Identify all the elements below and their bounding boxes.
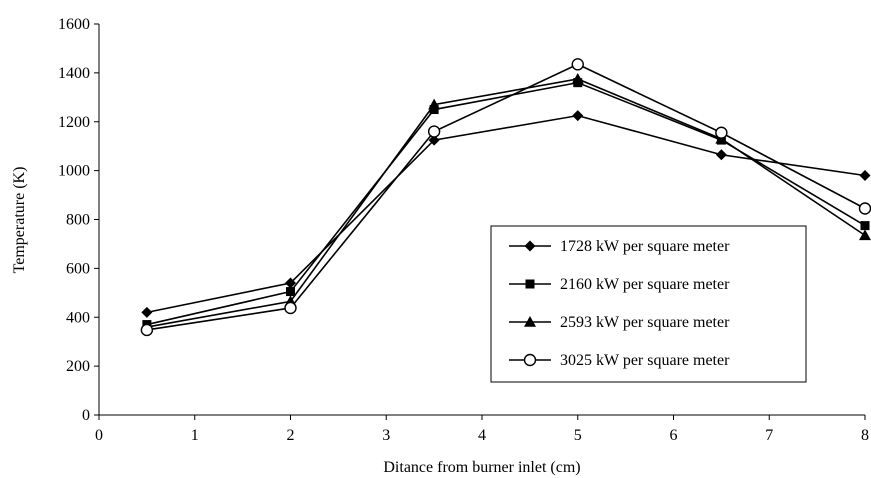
legend-label: 1728 kW per square meter — [560, 238, 730, 255]
data-point — [715, 126, 728, 139]
x-tick-label: 2 — [287, 427, 295, 444]
data-point — [286, 287, 295, 297]
data-point — [428, 134, 440, 146]
legend-entry: 2160 kW per square meter — [509, 276, 730, 293]
legend-marker — [523, 353, 537, 367]
y-tick-label: 400 — [66, 309, 90, 326]
legend-label: 2593 kW per square meter — [560, 314, 730, 331]
legend-marker — [525, 279, 535, 289]
series-4 — [140, 58, 871, 337]
data-point — [860, 221, 870, 231]
legend-entry: 1728 kW per square meter — [509, 238, 730, 255]
x-tick-label: 7 — [765, 427, 773, 444]
x-tick-label: 6 — [670, 427, 678, 444]
legend-entry: 3025 kW per square meter — [509, 352, 730, 369]
y-tick-label: 800 — [66, 212, 90, 229]
series-line — [146, 63, 866, 331]
y-tick-label: 1000 — [58, 163, 90, 180]
x-tick-label: 0 — [95, 427, 103, 444]
x-tick-label: 8 — [861, 427, 869, 444]
y-tick-label: 1200 — [58, 114, 90, 131]
data-point — [571, 58, 584, 71]
data-point — [428, 98, 441, 110]
data-point — [285, 277, 296, 289]
data-point — [859, 170, 871, 182]
data-point — [140, 323, 154, 337]
legend-marker — [524, 316, 536, 327]
data-point — [429, 105, 439, 115]
y-axis-title: Temperature (K) — [11, 167, 28, 274]
legend-box — [490, 225, 807, 383]
legend-label: 3025 kW per square meter — [560, 352, 730, 369]
x-axis-title: Ditance from burner inlet (cm) — [383, 459, 580, 476]
data-point — [858, 202, 871, 215]
series-line — [146, 78, 866, 328]
data-point — [715, 149, 727, 161]
legend-entry: 2593 kW per square meter — [509, 314, 730, 331]
y-tick-label: 600 — [66, 260, 90, 277]
data-point — [572, 110, 584, 122]
series-line — [146, 114, 866, 314]
data-point — [141, 306, 153, 318]
series-1 — [141, 110, 871, 318]
x-tick-label: 4 — [478, 427, 486, 444]
series-layer — [140, 58, 871, 337]
y-tick-label: 0 — [82, 407, 90, 424]
y-tick-label: 1600 — [58, 16, 90, 33]
x-tick-label: 5 — [574, 427, 582, 444]
x-tick-label: 3 — [382, 427, 390, 444]
y-tick-label: 1400 — [58, 65, 90, 82]
y-tick-label: 200 — [66, 358, 90, 375]
legend-marker — [524, 240, 536, 252]
data-point — [284, 301, 297, 315]
legend: 1728 kW per square meter 2160 kW per squa… — [490, 225, 807, 383]
data-point — [427, 125, 441, 138]
x-tick-label: 1 — [191, 427, 199, 444]
axes: 0 200 400 600 800 1000 1200 1400 1600 0 1 2 3 4 5 6 7 8 — [58, 16, 869, 444]
legend-label: 2160 kW per square meter — [560, 276, 730, 293]
data-point — [859, 229, 871, 241]
data-point — [571, 72, 584, 84]
